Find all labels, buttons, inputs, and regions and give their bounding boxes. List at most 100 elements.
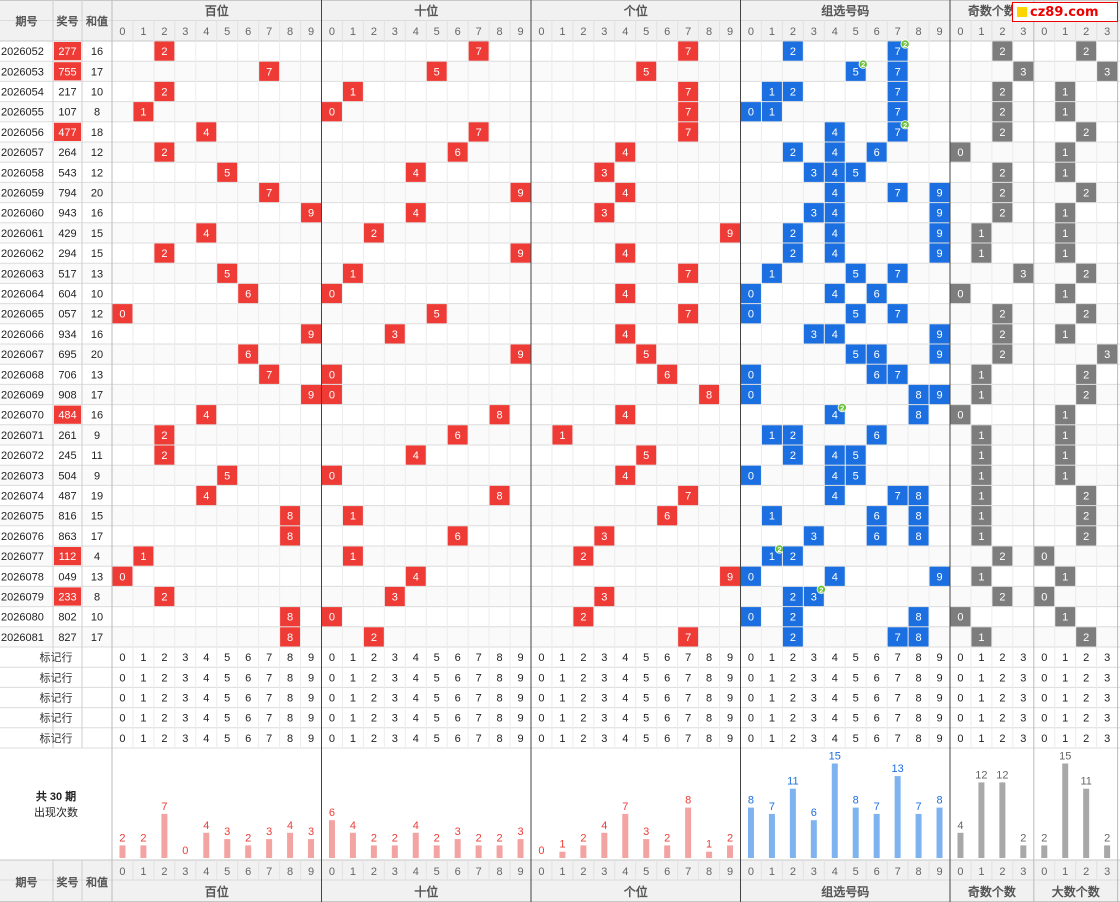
marker-digit: 1 [559,693,565,705]
big-count-hit [1055,203,1076,223]
big-count-hit [1097,61,1118,81]
group-hit-label: 0 [748,390,754,402]
marker-digit: 5 [434,733,440,745]
marker-digit: 2 [371,672,377,684]
marker-digit: 7 [895,713,901,725]
big-count-hit-label: 1 [1062,470,1068,482]
count-label: 3 [455,826,461,838]
group-hit [929,182,950,203]
count-label: 7 [161,801,167,813]
footer-col-label: 0 [329,866,335,878]
count-label: 7 [622,801,628,813]
marker-digit: 5 [224,652,230,664]
header-col-label: 2 [1083,26,1089,38]
group-hit-label: 7 [895,66,901,78]
position-hit [238,344,259,364]
marker-digit: 1 [559,713,565,725]
marker-digit: 8 [706,693,712,705]
site-logo[interactable]: cz89.com [1012,2,1118,22]
marker-digit: 9 [727,713,733,725]
marker-digit: 9 [936,713,942,725]
repeat-badge [900,39,910,49]
count-label: 2 [245,832,251,844]
prize-cell: 504 [58,470,76,482]
count-bar [266,839,273,858]
group-hit [782,546,803,566]
group-hit [845,263,866,283]
position-hit [384,586,405,607]
header-group-title: 个位 [623,3,648,18]
period-cell: 2026058 [1,167,44,179]
group-hit-label: 1 [769,107,775,119]
position-hit-label: 5 [643,450,649,462]
marker-digit: 3 [392,733,398,745]
odd-count-hit-label: 2 [999,87,1005,99]
odd-count-hit [971,425,992,445]
sum-cell: 17 [91,531,103,543]
marker-digit: 8 [706,713,712,725]
position-hit-label: 0 [329,470,335,482]
sum-cell: 10 [91,289,103,301]
big-count-hit [1055,102,1076,122]
group-hit-label: 2 [790,228,796,240]
marker-digit: 9 [517,652,523,664]
sum-cell: 12 [91,167,103,179]
group-hit-label: 3 [811,531,817,543]
marker-digit: 3 [1104,733,1110,745]
prize-cell: 057 [58,309,76,321]
odd-count-hit [971,506,992,526]
count-bar [727,845,734,858]
big-count-hit-label: 2 [1083,309,1089,321]
marker-digit: 7 [895,652,901,664]
position-hit [594,586,615,607]
position-hit [594,203,615,223]
marker-digit: 5 [853,672,859,684]
big-count-hit-label: 3 [1104,349,1110,361]
count-bar [496,845,503,858]
prize-cell: 429 [58,228,76,240]
marker-digit: 4 [832,733,838,745]
row-stripe [0,465,1120,486]
marker-digit: 6 [245,733,251,745]
position-hit [154,142,175,162]
group-hit-label: 6 [874,147,880,159]
group-hit-label: 2 [790,46,796,58]
position-hit-label: 2 [161,592,167,604]
prize-cell: 477 [58,127,76,139]
big-count-hit-label: 1 [1062,107,1068,119]
marker-digit: 8 [497,652,503,664]
group-hit-label: 8 [916,491,922,503]
marker-digit: 7 [266,652,272,664]
period-cell: 2026063 [1,268,44,280]
odd-count-hit-label: 1 [978,470,984,482]
marker-digit: 5 [643,672,649,684]
group-hit-label: 4 [832,147,838,159]
marker-digit: 9 [308,733,314,745]
period-cell: 2026066 [1,329,44,341]
footer-col-label: 5 [643,866,649,878]
footer-col-label: 6 [874,866,880,878]
position-hit-label: 2 [161,46,167,58]
period-cell: 2026079 [1,592,44,604]
marker-digit: 0 [119,713,125,725]
marker-digit: 5 [434,672,440,684]
header-col-label: 8 [497,26,503,38]
header-col-label: 3 [1020,26,1026,38]
marker-digit: 2 [999,733,1005,745]
group-hit-label: 8 [916,632,922,644]
big-count-hit-label: 2 [1083,632,1089,644]
big-count-hit-label: 1 [1062,612,1068,624]
marker-digit: 6 [874,672,880,684]
position-hit-label: 1 [140,551,146,563]
big-count-hit [1076,263,1097,283]
group-hit-label: 6 [874,430,880,442]
marker-digit: 9 [517,672,523,684]
count-label: 3 [643,826,649,838]
position-hit-label: 6 [245,349,251,361]
big-count-hit-label: 2 [1083,46,1089,58]
big-count-hit-label: 2 [1083,390,1089,402]
row-stripe [0,263,1120,284]
count-bar [936,807,943,858]
marker-digit: 9 [517,713,523,725]
